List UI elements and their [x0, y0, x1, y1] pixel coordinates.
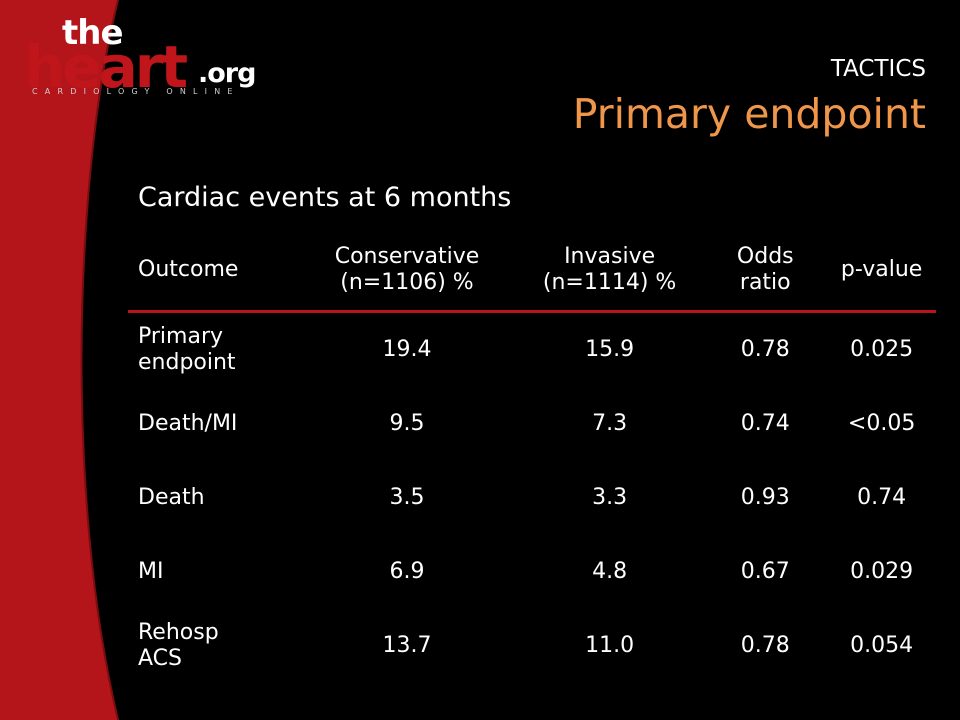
cell-conservative: 9.5	[389, 410, 425, 436]
cell-p-value: <0.05	[847, 410, 916, 436]
cell-invasive: 11.0	[585, 632, 635, 658]
table-row: Death 3.5 3.3 0.93 0.74	[128, 461, 936, 535]
study-name: TACTICS	[830, 56, 926, 82]
theheart-org-logo[interactable]: the heart .org CARDIOLOGY ONLINE	[22, 16, 262, 100]
table-row: Primary endpoint 19.4 15.9 0.78 0.025	[128, 312, 936, 388]
slide-title: Primary endpoint	[572, 90, 926, 138]
cell-odds-ratio: 0.93	[740, 484, 790, 510]
logo-org-text: .org	[198, 58, 256, 89]
cell-outcome: Primary endpoint	[138, 323, 236, 375]
cell-outcome: MI	[138, 558, 164, 584]
logo-tagline: CARDIOLOGY ONLINE	[32, 87, 240, 96]
cell-p-value: 0.025	[850, 336, 914, 362]
table-header-row: Outcome Conservative (n=1106) % Invasive(…	[128, 230, 936, 313]
cell-p-value: 0.74	[857, 484, 907, 510]
cell-conservative: 13.7	[382, 632, 432, 658]
cell-conservative: 3.5	[389, 484, 425, 510]
header-p-value: p-value	[827, 230, 936, 313]
header-conservative: Conservative (n=1106) %	[298, 230, 516, 313]
cell-odds-ratio: 0.67	[740, 558, 790, 584]
table-subtitle: Cardiac events at 6 months	[138, 182, 512, 213]
cell-odds-ratio: 0.74	[740, 410, 790, 436]
header-outcome: Outcome	[128, 230, 299, 313]
cell-invasive: 3.3	[592, 484, 628, 510]
table-row: Death/MI 9.5 7.3 0.74 <0.05	[128, 387, 936, 461]
logo-heart-text: heart	[24, 33, 188, 101]
cell-odds-ratio: 0.78	[740, 632, 790, 658]
cell-odds-ratio: 0.78	[740, 336, 790, 362]
cell-outcome: Death/MI	[138, 410, 238, 436]
cell-p-value: 0.029	[850, 558, 914, 584]
cell-invasive: 4.8	[592, 558, 628, 584]
table-row: MI 6.9 4.8 0.67 0.029	[128, 535, 936, 609]
cell-conservative: 6.9	[389, 558, 425, 584]
results-table: Outcome Conservative (n=1106) % Invasive(…	[128, 230, 936, 683]
table-row: Rehosp ACS 13.7 11.0 0.78 0.054	[128, 609, 936, 683]
logo-the-text: the	[62, 13, 124, 53]
cell-invasive: 7.3	[592, 410, 628, 436]
header-invasive: Invasive (n=1114) %	[515, 230, 704, 313]
header-odds-ratio: Odds ratio	[703, 230, 828, 313]
cell-outcome: Death	[138, 484, 205, 510]
cell-outcome: Rehosp ACS	[138, 619, 219, 671]
cell-invasive: 15.9	[585, 336, 635, 362]
cell-conservative: 19.4	[382, 336, 432, 362]
cell-p-value: 0.054	[850, 632, 914, 658]
